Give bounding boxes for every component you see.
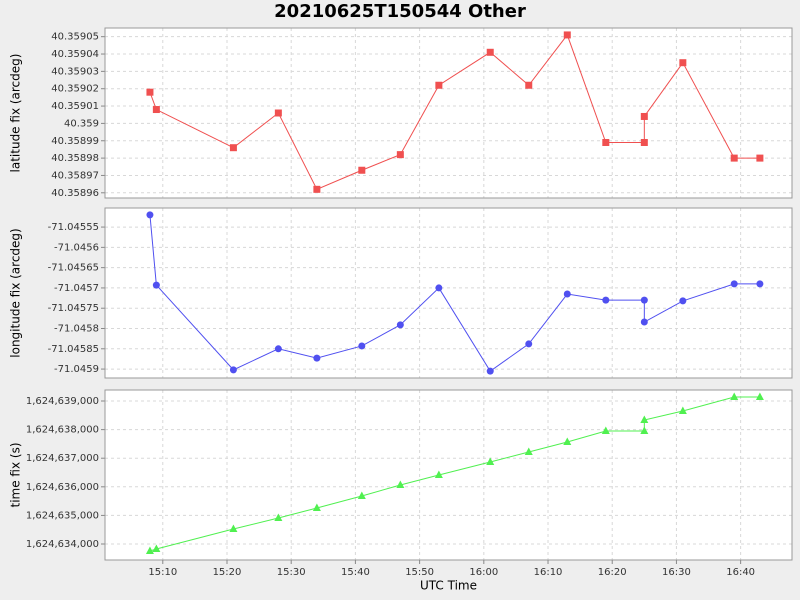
y-axis-label: time fix (s) (9, 442, 23, 507)
y-tick-label: 1,624,638,000 (26, 425, 99, 436)
marker (229, 524, 238, 533)
marker (602, 138, 610, 146)
y-tick-label: -71.0457 (54, 283, 99, 294)
y-tick-label: 40.35897 (51, 170, 99, 181)
marker (640, 426, 649, 435)
marker (679, 59, 687, 67)
x-tick-label: 16:40 (726, 567, 755, 578)
y-tick-label: 40.35903 (51, 66, 99, 77)
x-tick-label: 16:30 (662, 567, 691, 578)
y-tick-label: 40.35899 (51, 136, 99, 147)
marker (601, 426, 610, 435)
y-tick-label: 1,624,635,000 (26, 510, 99, 521)
marker (640, 112, 648, 120)
marker (435, 284, 443, 292)
marker (145, 546, 154, 555)
x-tick-label: 16:10 (534, 567, 563, 578)
x-tick-label: 15:40 (341, 567, 370, 578)
y-tick-label: -71.04555 (48, 222, 99, 233)
marker (396, 480, 405, 489)
y-tick-label: -71.04575 (48, 303, 99, 314)
plot-border (104, 207, 793, 379)
marker (524, 447, 533, 456)
y-axis-label: longitude fix (arcdeg) (9, 228, 23, 357)
marker (678, 406, 687, 415)
marker (396, 321, 404, 329)
x-tick-label: 15:10 (148, 567, 177, 578)
x-tick-label: 15:30 (277, 567, 306, 578)
y-tick-label: -71.0459 (54, 364, 99, 375)
plot-border (104, 389, 793, 561)
marker (313, 354, 321, 362)
marker (563, 290, 571, 298)
marker (434, 470, 443, 478)
marker (486, 457, 495, 466)
marker (730, 392, 739, 401)
x-tick-label: 15:20 (213, 567, 242, 578)
marker (486, 48, 494, 56)
y-tick-label: 40.35896 (51, 188, 99, 199)
marker (756, 280, 764, 288)
marker (486, 367, 494, 375)
y-tick-label: 1,624,637,000 (26, 453, 99, 464)
plot-border (104, 27, 793, 199)
marker (146, 88, 154, 96)
y-tick-label: -71.0456 (54, 242, 99, 253)
marker (358, 342, 366, 350)
marker (152, 281, 160, 289)
y-tick-label: 40.35904 (51, 49, 99, 60)
chart-title: 20210625T150544 Other (274, 1, 526, 22)
marker (146, 211, 154, 219)
marker (435, 81, 443, 89)
marker (563, 31, 571, 39)
marker (229, 366, 237, 374)
marker (602, 296, 610, 304)
plot-area (105, 390, 792, 560)
marker (525, 340, 533, 348)
marker (152, 106, 160, 114)
marker (640, 415, 649, 424)
marker (152, 544, 161, 553)
marker (312, 503, 321, 512)
y-tick-label: 1,624,636,000 (26, 482, 99, 493)
marker (274, 109, 282, 117)
y-tick-label: -71.0458 (54, 324, 99, 335)
y-tick-label: 40.35898 (51, 153, 99, 164)
y-tick-label: 40.35905 (51, 32, 99, 43)
y-tick-label: 1,624,639,000 (26, 396, 99, 407)
x-axis-label: UTC Time (420, 579, 477, 593)
marker (640, 296, 648, 304)
x-tick-label: 15:50 (405, 567, 434, 578)
marker (730, 154, 738, 162)
marker (640, 138, 648, 146)
plot-area (105, 28, 792, 198)
y-axis-label: latitude fix (arcdeg) (9, 54, 23, 173)
y-tick-label: 40.35902 (51, 84, 99, 95)
marker (358, 166, 366, 174)
marker (274, 345, 282, 353)
marker (730, 280, 738, 288)
marker (274, 513, 283, 522)
marker (640, 318, 648, 326)
marker (563, 437, 572, 446)
marker (525, 81, 533, 89)
marker (679, 297, 687, 305)
marker (755, 392, 764, 401)
y-tick-label: -71.04585 (48, 344, 99, 355)
y-tick-label: 1,624,634,000 (26, 539, 99, 550)
y-tick-label: 40.359 (64, 118, 99, 129)
plot-area (105, 208, 792, 378)
y-tick-label: 40.35901 (51, 101, 99, 112)
marker (313, 185, 321, 193)
marker (229, 144, 237, 152)
y-tick-label: -71.04565 (48, 263, 99, 274)
x-tick-label: 16:00 (469, 567, 498, 578)
marker (357, 491, 366, 500)
marker (396, 151, 404, 159)
marker (756, 154, 764, 162)
x-tick-label: 16:20 (598, 567, 627, 578)
